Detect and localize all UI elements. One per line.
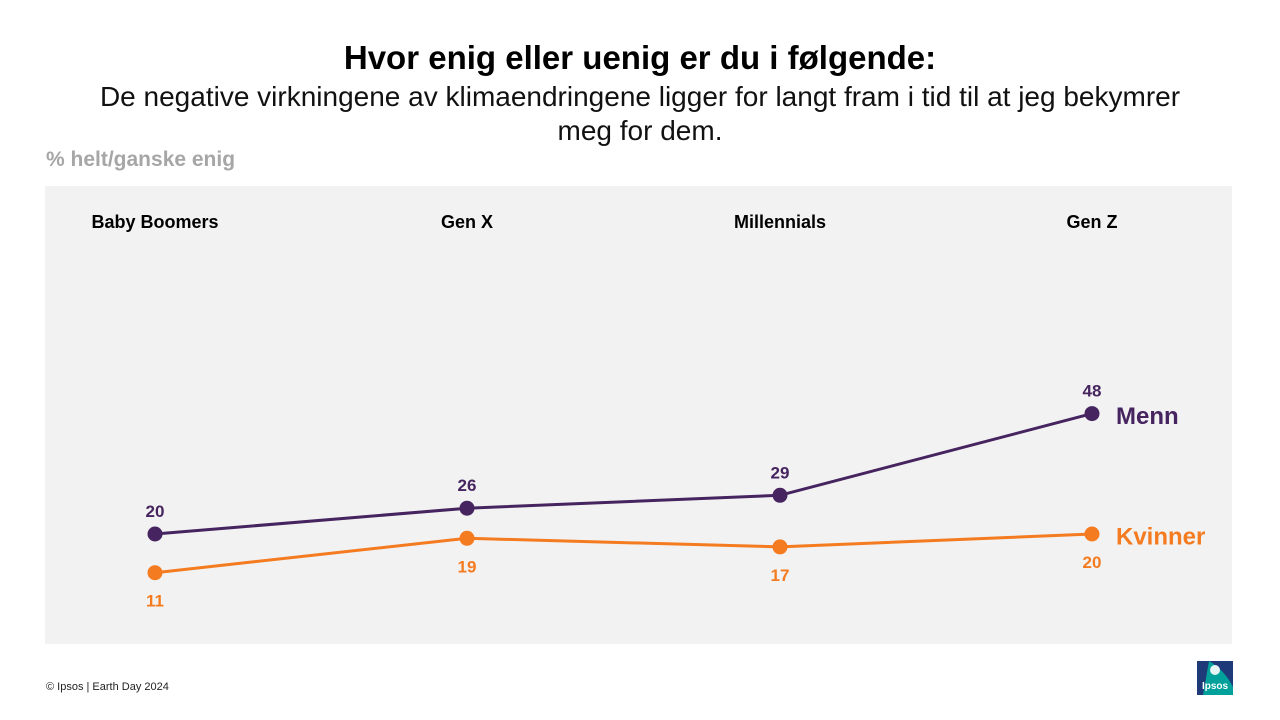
data-point	[1084, 406, 1100, 422]
series-name-label: Menn	[1116, 403, 1179, 430]
chart-subtitle: De negative virkningene av klimaendringe…	[99, 81, 1181, 146]
data-point	[772, 487, 788, 503]
series-line-menn	[154, 412, 1093, 536]
category-label: Millennials	[734, 212, 826, 232]
unit-label: % helt/ganske enig	[46, 148, 236, 171]
data-label: 20	[1083, 553, 1102, 572]
category-label: Gen Z	[1066, 212, 1117, 232]
ipsos-logo-icon: Ipsos	[1197, 661, 1233, 695]
category-label: Baby Boomers	[91, 212, 218, 232]
series-name-label: Kvinner	[1116, 523, 1205, 550]
series-line-kvinner	[154, 532, 1093, 575]
line-chart: Baby Boomers Gen X Millennials Gen Z 20 26 29 4…	[91, 212, 1205, 611]
chart-title: Hvor enig eller uenig er du i følgende:	[343, 39, 937, 76]
data-label: 17	[771, 566, 790, 585]
data-label: 19	[458, 557, 477, 576]
data-label: 48	[1083, 382, 1102, 401]
chart-panel: Baby Boomers Gen X Millennials Gen Z 20 26 29 4…	[45, 186, 1232, 644]
data-point	[772, 539, 788, 555]
data-point	[147, 565, 163, 581]
data-point	[459, 500, 475, 516]
footer-copyright: © Ipsos | Earth Day 2024	[46, 681, 169, 693]
data-label: 20	[146, 502, 165, 521]
data-label: 26	[458, 476, 477, 495]
data-label: 11	[146, 592, 164, 611]
data-point	[1084, 526, 1100, 542]
data-label: 29	[771, 463, 790, 482]
logo-text: Ipsos	[1202, 681, 1229, 692]
data-point	[147, 526, 163, 542]
category-label: Gen X	[441, 212, 493, 232]
data-point	[459, 530, 475, 546]
